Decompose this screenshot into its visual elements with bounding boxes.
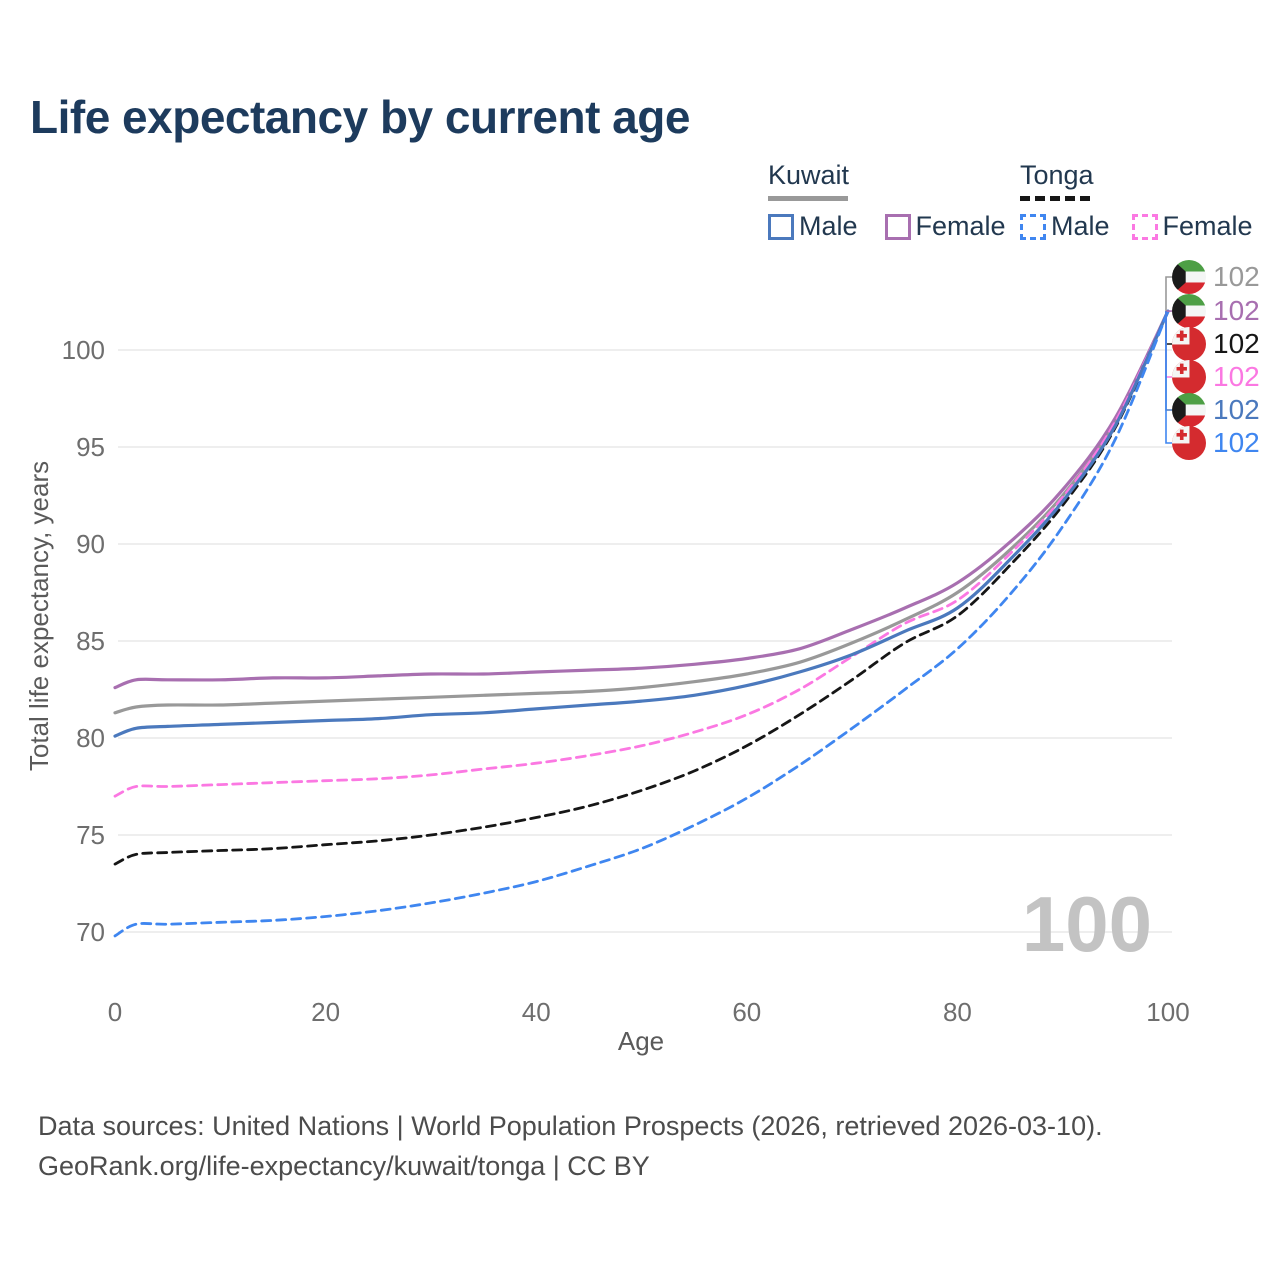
series-line-tonga-female (113, 309, 1170, 798)
y-tick-label: 75 (76, 820, 105, 850)
end-value: 102 (1213, 427, 1260, 458)
series-line-tonga (113, 309, 1170, 866)
legend-item-kuwait-female[interactable]: Female (884, 211, 1006, 242)
legend-item-kuwait-female-label: Female (915, 211, 1006, 241)
x-tick-label: 60 (732, 997, 761, 1027)
y-tick-label: 85 (76, 626, 105, 656)
tonga-line-style-sample (1020, 196, 1090, 201)
y-tick-label: 100 (62, 335, 105, 365)
series-line-kuwait-male (113, 309, 1170, 738)
series-line-tonga-male (113, 309, 1170, 938)
end-label-tonga-male: 102 (1172, 426, 1260, 460)
end-value: 102 (1213, 394, 1260, 425)
x-axis-title: Age (618, 1026, 664, 1056)
page-title: Life expectancy by current age (30, 91, 690, 143)
footer-source-url: GeoRank.org/life-expectancy/kuwait/tonga… (38, 1151, 650, 1181)
end-value: 102 (1213, 295, 1260, 326)
kuwait-flag-icon (1172, 393, 1206, 427)
tonga-male-swatch-icon (1020, 213, 1046, 240)
tonga-flag-icon (1172, 360, 1206, 394)
x-tick-label: 100 (1146, 997, 1189, 1027)
series-line-kuwait-female (113, 309, 1170, 690)
y-tick-label: 90 (76, 529, 105, 559)
footer: Data sources: United Nations | World Pop… (38, 1106, 1103, 1186)
kuwait-flag-icon (1172, 260, 1206, 294)
end-label-leader-lines (1165, 276, 1175, 444)
x-axis-tick-labels: 0 20 40 60 80 100 (108, 997, 1190, 1027)
legend-country-kuwait-label: Kuwait (768, 160, 850, 190)
y-tick-label: 80 (76, 723, 105, 753)
x-tick-label: 20 (311, 997, 340, 1027)
tonga-flag-icon (1172, 426, 1206, 460)
legend-group-kuwait: Kuwait Male Female (768, 160, 1006, 242)
footer-data-sources: Data sources: United Nations | World Pop… (38, 1111, 1103, 1141)
age-watermark: 100 (1022, 880, 1152, 968)
series-line-kuwait (113, 309, 1170, 715)
end-value: 102 (1213, 261, 1260, 292)
x-tick-label: 40 (522, 997, 551, 1027)
kuwait-female-swatch-icon (884, 213, 911, 240)
legend-item-tonga-male-label: Male (1051, 211, 1110, 241)
series-lines (113, 309, 1170, 938)
leader-line-tonga-male (1165, 311, 1174, 444)
legend-country-tonga-label: Tonga (1020, 160, 1094, 190)
end-label-kuwait-female: 102 (1172, 294, 1260, 328)
legend-item-tonga-female-label: Female (1162, 211, 1253, 241)
y-axis-title: Total life expectancy, years (24, 461, 54, 771)
tonga-flag-icon (1172, 327, 1206, 361)
legend-item-tonga-male[interactable]: Male (1020, 211, 1110, 242)
end-label-kuwait: 102 (1172, 260, 1260, 294)
end-label-kuwait-male: 102 (1172, 393, 1260, 427)
end-label-tonga-female: 102 (1172, 360, 1260, 394)
kuwait-line-style-sample (768, 196, 848, 201)
end-value: 102 (1213, 361, 1260, 392)
tonga-female-swatch-icon (1131, 213, 1158, 240)
kuwait-flag-icon (1172, 294, 1206, 328)
y-tick-label: 70 (76, 917, 105, 947)
x-tick-label: 0 (108, 997, 122, 1027)
legend-country-kuwait[interactable]: Kuwait (768, 160, 1006, 201)
leader-line-kuwait (1165, 276, 1174, 312)
legend-country-tonga[interactable]: Tonga (1020, 160, 1253, 201)
legend-group-tonga: Tonga Male Female (1020, 160, 1253, 242)
kuwait-male-swatch-icon (768, 213, 794, 240)
y-axis-tick-labels: 70 75 80 85 90 95 100 (62, 335, 105, 947)
x-tick-label: 80 (943, 997, 972, 1027)
legend-item-tonga-female[interactable]: Female (1131, 211, 1253, 242)
legend-item-kuwait-male-label: Male (799, 211, 858, 241)
y-tick-label: 95 (76, 432, 105, 462)
legend-item-kuwait-male[interactable]: Male (768, 211, 858, 242)
gridlines (118, 349, 1172, 933)
end-label-tonga: 102 (1172, 327, 1260, 361)
end-value: 102 (1213, 328, 1260, 359)
